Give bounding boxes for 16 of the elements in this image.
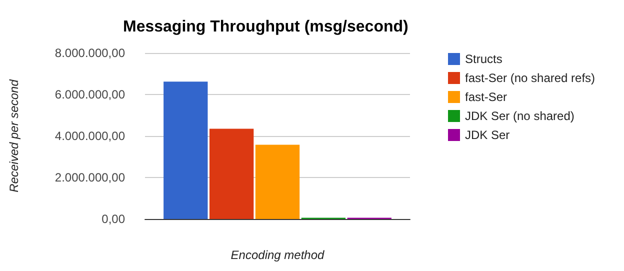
legend-label: fast-Ser (no shared refs) [465,71,596,85]
legend-label: JDK Ser (no shared) [465,109,574,123]
x-axis-title: Encoding method [230,248,325,262]
y-axis-title: Received per second [7,79,21,192]
y-tick-label: 2.000.000,00 [54,170,126,184]
y-tick-label: 6.000.000,00 [54,88,126,102]
bar [164,82,208,219]
bar [209,128,254,219]
y-tick-label: 4.000.000,00 [54,129,126,143]
y-tick-label: 0,00 [102,212,126,226]
legend-label: fast-Ser [465,90,508,104]
bar [255,144,300,219]
legend-label: JDK Ser [465,128,510,142]
legend-label: Structs [465,52,502,66]
y-tick-label: 8.000.000,00 [54,46,126,60]
chart-title: Messaging Throughput (msg/second) [123,18,408,36]
